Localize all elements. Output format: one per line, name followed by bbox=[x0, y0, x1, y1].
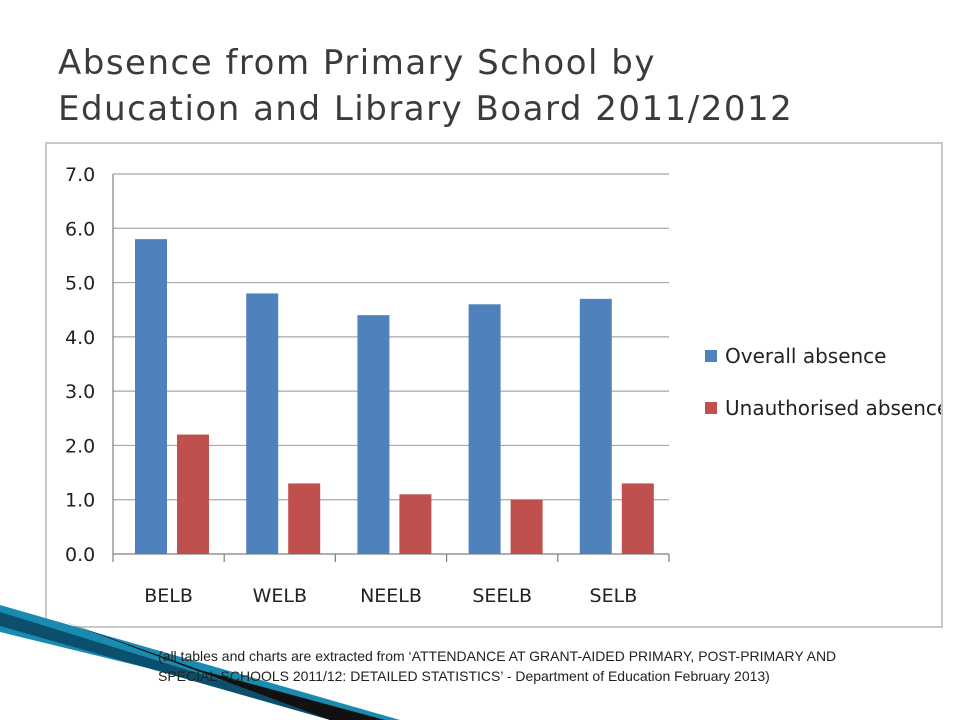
decorative-swoosh bbox=[0, 605, 400, 720]
bar-unauthorised-absence-selb bbox=[621, 483, 654, 554]
bar-chart: 0.0 1.0 2.0 3.0 4.0 5.0 6.0 7.0 BELB WELB NEELB SEE… bbox=[65, 164, 941, 607]
y-tick-label: 7.0 bbox=[65, 164, 95, 186]
y-tick-label: 3.0 bbox=[65, 381, 95, 403]
chart-frame: 0.0 1.0 2.0 3.0 4.0 5.0 6.0 7.0 BELB WELB NEELB SEE… bbox=[45, 142, 943, 628]
y-tick-label: 4.0 bbox=[65, 327, 95, 349]
x-category-label: SELB bbox=[590, 585, 638, 607]
x-category-label: SEELB bbox=[472, 585, 532, 607]
y-tick-label: 0.0 bbox=[65, 544, 95, 566]
y-tick-label: 1.0 bbox=[65, 490, 95, 512]
x-category-label: WELB bbox=[253, 585, 307, 607]
bar-overall-absence-seelb bbox=[468, 304, 501, 554]
bar-unauthorised-absence-welb bbox=[288, 483, 321, 554]
bar-overall-absence-selb bbox=[579, 298, 612, 554]
source-footnote: (all tables and charts are extracted fro… bbox=[158, 648, 837, 684]
legend-swatch bbox=[705, 350, 717, 362]
y-tick-label: 5.0 bbox=[65, 273, 95, 295]
y-tick-label: 2.0 bbox=[65, 435, 95, 457]
slide-title: Absence from Primary School by Education… bbox=[58, 40, 938, 132]
legend-swatch bbox=[705, 402, 717, 414]
bar-unauthorised-absence-seelb bbox=[510, 499, 543, 554]
title-line-1: Absence from Primary School by bbox=[58, 43, 656, 83]
title-line-2: Education and Library Board 2011/2012 bbox=[58, 89, 794, 129]
legend-label: Overall absence bbox=[725, 344, 886, 368]
bar-overall-absence-belb bbox=[135, 239, 167, 554]
bar-unauthorised-absence-belb bbox=[177, 434, 209, 554]
y-tick-label: 6.0 bbox=[65, 218, 95, 240]
bar-unauthorised-absence-neelb bbox=[399, 494, 432, 554]
x-category-label: NEELB bbox=[360, 585, 422, 607]
bar-overall-absence-neelb bbox=[357, 315, 390, 554]
legend-label: Unauthorised absence bbox=[725, 396, 941, 420]
bar-overall-absence-welb bbox=[246, 293, 279, 554]
x-category-label: BELB bbox=[144, 585, 193, 607]
